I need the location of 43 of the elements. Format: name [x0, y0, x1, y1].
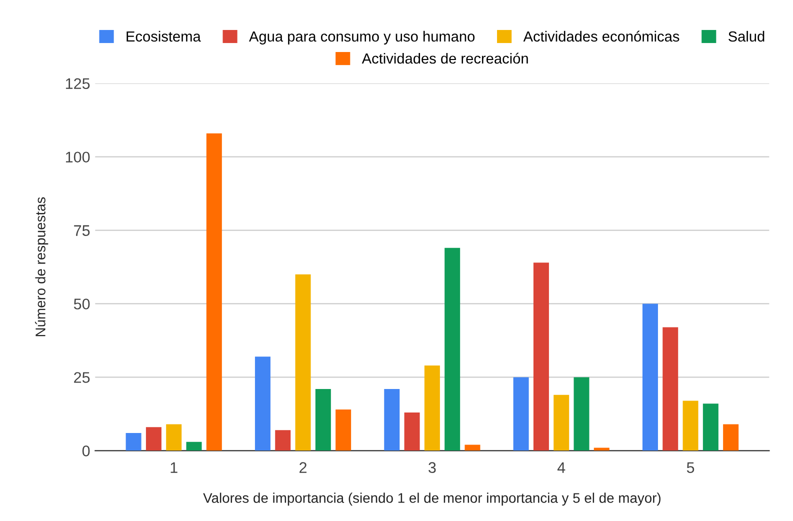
- y-tick-label: 125: [66, 78, 90, 90]
- bar: [464, 444, 480, 451]
- bar: [166, 424, 182, 451]
- bar: [574, 377, 590, 451]
- bar: [295, 274, 311, 451]
- x-tick-label: 5: [686, 462, 694, 473]
- bar: [554, 394, 570, 451]
- bar: [682, 400, 698, 451]
- bar: [533, 262, 549, 451]
- y-axis-title: Número de respuestas: [35, 197, 48, 336]
- x-tick-label: 2: [300, 462, 306, 473]
- bar: [315, 388, 331, 451]
- x-axis-title: Valores de importancia (siendo 1 el de menor importancia y 5 el de mayor): [203, 492, 660, 506]
- legend-label: Ecosistema: [126, 30, 201, 42]
- bar: [336, 410, 352, 451]
- y-tick-label: 75: [74, 225, 90, 236]
- legend-label: Actividades económicas: [523, 30, 680, 42]
- y-tick-label: 100: [66, 152, 90, 163]
- bar: [513, 377, 529, 451]
- bar: [444, 248, 460, 451]
- bar: [126, 433, 142, 451]
- x-tick-label: 1: [170, 462, 178, 473]
- y-tick-label: 50: [74, 298, 90, 310]
- bar: [424, 365, 440, 451]
- bar: [702, 404, 718, 451]
- bar: [254, 356, 270, 451]
- x-tick-label: 4: [557, 462, 566, 473]
- x-tick-label: 3: [428, 462, 436, 473]
- legend-label: Actividades de recreación: [362, 52, 528, 64]
- bar: [146, 427, 162, 451]
- bar: [275, 430, 291, 451]
- y-tick-label: 0: [82, 446, 90, 456]
- bar: [404, 412, 420, 451]
- bar: [384, 388, 400, 451]
- bar: [206, 133, 222, 451]
- bar: [662, 327, 678, 451]
- legend-label: Agua para consumo y uso humano: [249, 30, 475, 45]
- bar: [594, 448, 610, 451]
- bar: [642, 304, 658, 451]
- legend-label: Salud: [728, 30, 764, 42]
- bar: [723, 424, 739, 451]
- bar: [186, 442, 202, 451]
- y-tick-label: 25: [74, 372, 90, 383]
